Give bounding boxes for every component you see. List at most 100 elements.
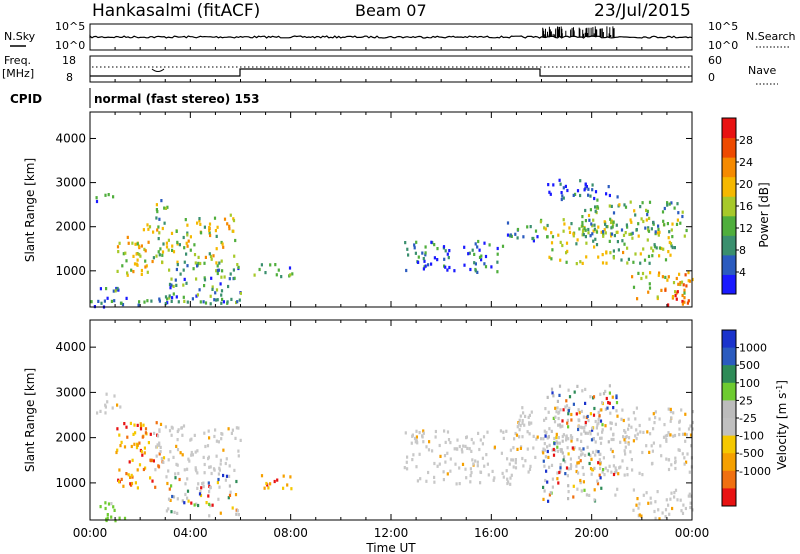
velocity-colorbar-swatch [722, 418, 736, 437]
heatmap-cell [407, 253, 410, 257]
heatmap-cell [543, 226, 546, 230]
heatmap-cell [144, 466, 147, 470]
heatmap-cell [581, 261, 584, 265]
heatmap-cell [415, 438, 418, 442]
heatmap-cell [597, 450, 600, 454]
heatmap-cell [587, 227, 590, 232]
heatmap-cell [637, 271, 640, 275]
heatmap-cell [669, 433, 672, 437]
nsearch-trace [542, 26, 615, 37]
heatmap-cell [609, 427, 612, 431]
heatmap-cell [554, 448, 557, 453]
heatmap-cell [664, 515, 667, 519]
heatmap-cell [624, 440, 627, 444]
heatmap-cell [635, 428, 638, 432]
heatmap-cell [559, 258, 562, 262]
heatmap-cell [621, 459, 624, 463]
heatmap-cell [162, 460, 165, 464]
heatmap-cell [142, 228, 145, 232]
heatmap-cell [186, 489, 190, 493]
heatmap-cell [624, 445, 627, 449]
heatmap-cell [653, 509, 656, 514]
heatmap-cell [492, 478, 495, 482]
heatmap-cell [672, 434, 675, 438]
nave-blip [151, 68, 165, 72]
heatmap-cell [663, 223, 666, 227]
heatmap-cell [174, 476, 177, 480]
heatmap-cell [604, 407, 607, 411]
heatmap-cell [638, 502, 641, 506]
heatmap-cell [575, 242, 578, 246]
heatmap-cell [519, 414, 522, 418]
heatmap-cell [106, 296, 109, 300]
heatmap-cell [664, 258, 668, 262]
heatmap-cell [218, 261, 221, 265]
heatmap-cell [535, 437, 538, 441]
heatmap-cell [652, 222, 655, 226]
heatmap-cell [566, 188, 569, 193]
heatmap-cell [182, 268, 185, 272]
heatmap-cell [175, 444, 178, 448]
power-colorbar-tick: 4 [739, 266, 746, 279]
heatmap-cell [612, 455, 616, 459]
heatmap-cell [185, 252, 188, 256]
heatmap-cell [162, 456, 166, 460]
heatmap-cell [171, 494, 174, 499]
heatmap-cell [104, 506, 107, 511]
heatmap-cell [630, 232, 633, 236]
heatmap-cell [638, 471, 641, 475]
y-tick-label: 1000 [55, 264, 86, 278]
heatmap-cell [561, 194, 564, 198]
heatmap-cell [447, 438, 451, 442]
heatmap-cell [670, 201, 673, 205]
heatmap-cell [559, 408, 562, 412]
heatmap-cell [186, 244, 189, 248]
heatmap-cell [552, 183, 555, 187]
heatmap-cell [667, 431, 670, 435]
heatmap-cell [659, 444, 662, 448]
heatmap-cell [580, 409, 583, 413]
heatmap-cell [104, 405, 107, 409]
heatmap-cell [116, 269, 119, 273]
heatmap-cell [478, 447, 481, 452]
heatmap-cell [496, 252, 499, 256]
heatmap-cell [483, 262, 486, 266]
heatmap-cell [194, 450, 197, 454]
heatmap-cell [601, 428, 604, 432]
heatmap-cell [658, 246, 662, 250]
heatmap-cell [673, 495, 676, 499]
heatmap-cell [120, 477, 123, 481]
heatmap-cell [493, 476, 496, 480]
heatmap-cell [643, 258, 647, 262]
heatmap-cell [518, 428, 521, 432]
heatmap-cell [658, 230, 661, 234]
heatmap-cell [550, 429, 553, 433]
heatmap-cell [456, 438, 459, 442]
heatmap-cell [169, 286, 172, 290]
heatmap-cell [116, 403, 119, 407]
heatmap-cell [540, 437, 543, 441]
x-tick-label: 12:00 [374, 526, 409, 540]
heatmap-cell [130, 473, 133, 477]
heatmap-cell [574, 192, 577, 196]
heatmap-cell [657, 508, 660, 512]
heatmap-cell [673, 246, 676, 250]
heatmap-cell [597, 225, 600, 229]
heatmap-cell [193, 253, 197, 257]
heatmap-cell [468, 251, 471, 255]
heatmap-cell [202, 485, 205, 489]
heatmap-cell [584, 387, 587, 391]
heatmap-cell [163, 221, 166, 225]
heatmap-cell [548, 255, 551, 259]
heatmap-cell [559, 466, 562, 470]
heatmap-cell [658, 271, 661, 275]
heatmap-cell [466, 446, 469, 450]
heatmap-cell [686, 301, 689, 305]
heatmap-cell [615, 469, 618, 473]
heatmap-cell [566, 474, 569, 478]
heatmap-cell [118, 480, 121, 484]
heatmap-cell [414, 251, 417, 255]
heatmap-cell [666, 222, 669, 226]
heatmap-cell [663, 423, 666, 427]
